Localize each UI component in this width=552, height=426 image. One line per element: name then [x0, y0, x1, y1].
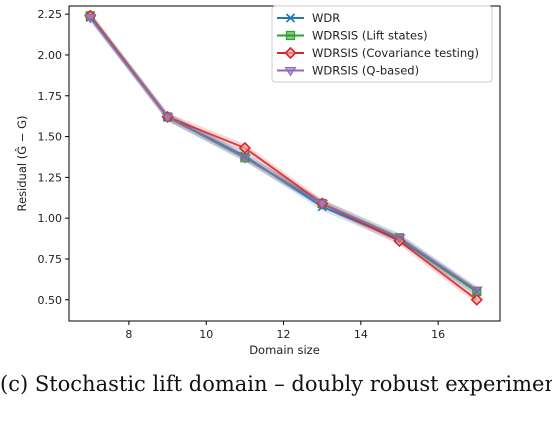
x-tick-label: 14: [354, 328, 368, 341]
x-tick-label: 10: [199, 328, 213, 341]
point-3-4: [393, 234, 406, 244]
y-tick-label: 1.00: [38, 212, 63, 225]
legend-marker-3: [284, 66, 297, 77]
legend-marker-1: [285, 30, 296, 41]
legend-frame: [271, 5, 493, 83]
x-tick-label: 12: [277, 328, 291, 341]
y-tick-label: 1.50: [38, 131, 63, 144]
point-3-3: [316, 199, 329, 210]
legend-label-1: WDRSIS (Lift states): [312, 29, 428, 43]
legend-label-0: WDR: [312, 11, 340, 25]
y-axis: 0.50 0.75 1.00 1.25 1.50 1.75 2.00 2.25: [38, 8, 69, 307]
series-line-3: [89, 16, 478, 291]
legend: WDR WDRSIS (Lift states) WDRSIS (Covarianc…: [271, 5, 493, 83]
band-0: [90, 13, 477, 296]
band-1: [90, 11, 477, 296]
point-3-2: [238, 154, 251, 164]
x-tick-label: 16: [431, 328, 445, 341]
y-tick-label: 2.25: [38, 8, 63, 21]
series-lines: [89, 15, 478, 301]
x-axis-label: Domain size: [249, 343, 320, 357]
line-chart: 8 10 12 14 16 0.50 0.75 1.00 1.25 1.50 1.75 2.00 2.…: [14, 5, 501, 357]
legend-marker-0: [285, 13, 296, 23]
point-3-0: [84, 13, 97, 24]
point-2-2: [238, 141, 252, 155]
point-2-5: [470, 293, 483, 306]
y-tick-label: 0.50: [38, 294, 63, 307]
y-axis-label: Residual (Ĝ − G): [14, 116, 29, 212]
figure-caption: (c) Stochastic lift domain – doubly robu…: [0, 372, 552, 396]
y-tick-label: 0.75: [38, 253, 63, 266]
series-markers: [84, 9, 483, 306]
x-axis: 8 10 12 14 16: [125, 321, 445, 341]
y-tick-label: 1.75: [38, 90, 63, 103]
legend-label-3: WDRSIS (Q-based): [312, 64, 419, 78]
y-tick-label: 2.00: [38, 49, 63, 62]
point-3-5: [470, 286, 483, 297]
y-tick-label: 1.25: [38, 171, 63, 184]
point-3-1: [161, 113, 174, 124]
legend-label-2: WDRSIS (Covariance testing): [312, 46, 479, 60]
x-tick-label: 8: [125, 328, 132, 341]
legend-marker-2: [284, 46, 297, 60]
